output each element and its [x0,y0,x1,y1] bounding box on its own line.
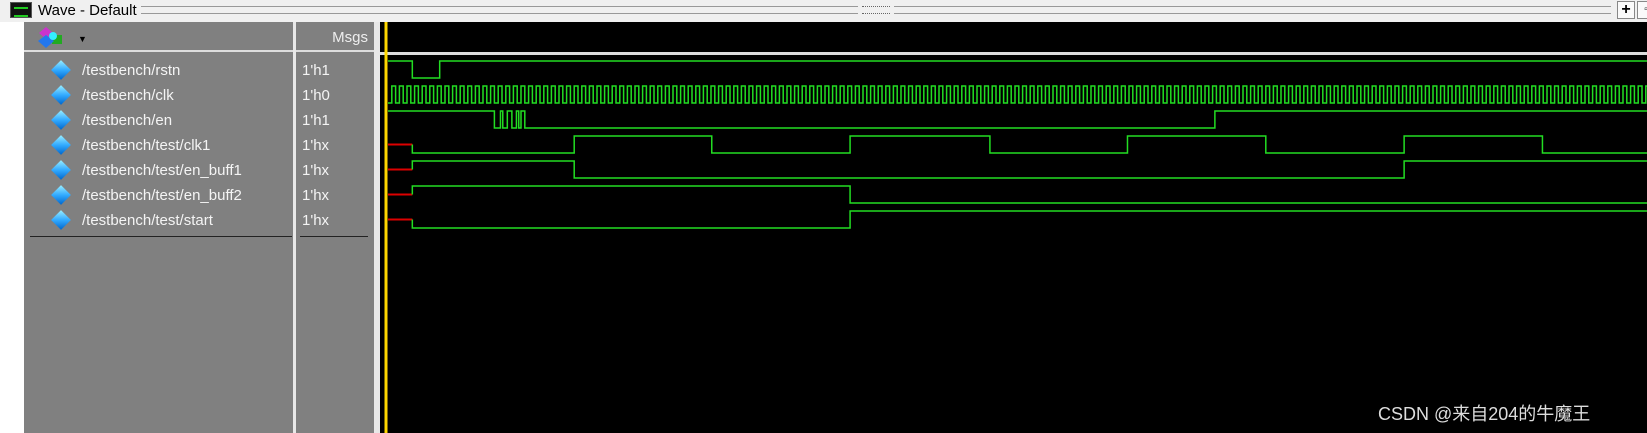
wave-add-icon[interactable] [38,27,64,49]
watermark: CSDN @来自204的牛魔王 [1378,404,1591,424]
waveform-en-buff2 [411,185,1647,204]
signal-value: 1'hx [302,162,330,179]
signal-value: 1'h1 [302,112,330,129]
title-bar: Wave - Default + ▫ [0,0,1647,20]
signal-icon [51,185,71,205]
panel-divider[interactable] [374,22,380,433]
signal-row[interactable]: /testbench/test/clk1 [24,133,293,158]
list-end-marker [300,236,368,237]
signal-name: /testbench/en [82,112,173,129]
signal-names-panel: ▼ /testbench/rstn/testbench/clk/testbenc… [24,22,293,433]
left-gutter [0,22,24,433]
waveform-en [388,110,1647,129]
names-header: ▼ [24,22,293,52]
waveform-start [411,210,1647,229]
signal-icon [51,110,71,130]
wave-header-divider [380,52,1647,55]
add-button[interactable]: + [1617,1,1635,19]
undock-button[interactable]: ▫ [1637,1,1647,19]
title-grip[interactable] [140,6,858,14]
signal-name: /testbench/test/start [82,212,213,229]
dropdown-arrow-icon[interactable]: ▼ [78,34,87,44]
signal-name: /testbench/rstn [82,62,181,79]
waveform-clk [388,85,1647,104]
signal-row[interactable]: /testbench/clk [24,83,293,108]
signal-row[interactable]: /testbench/test/start [24,208,293,233]
values-panel: Msgs 1'h1 1'h0 1'h1 1'hx 1'hx 1'hx 1'hx [296,22,374,433]
signal-value: 1'h1 [302,62,330,79]
signal-icon [51,60,71,80]
waveform-rstn [388,60,1647,79]
title-grip-right[interactable] [893,6,1611,14]
signal-row[interactable]: /testbench/test/en_buff2 [24,183,293,208]
waveform-canvas[interactable] [380,22,1647,433]
signal-name: /testbench/test/en_buff2 [82,187,242,204]
drag-handle[interactable] [861,6,890,14]
waveform-en-buff1 [411,160,1647,179]
signal-icon [51,210,71,230]
signal-name: /testbench/test/en_buff1 [82,162,242,179]
column-divider[interactable] [293,22,296,433]
signal-row[interactable]: /testbench/test/en_buff1 [24,158,293,183]
signal-name: /testbench/clk [82,87,174,104]
signal-value: 1'h0 [302,87,330,104]
signal-icon [51,160,71,180]
list-end-marker [30,236,292,237]
msgs-header: Msgs [296,22,374,52]
wave-window-icon [10,2,32,18]
waveform-panel[interactable] [380,22,1647,433]
signal-name: /testbench/test/clk1 [82,137,211,154]
signal-row[interactable]: /testbench/en [24,108,293,133]
signal-value: 1'hx [302,137,330,154]
signal-value: 1'hx [302,212,330,229]
signal-row[interactable]: /testbench/rstn [24,58,293,83]
signal-value: 1'hx [302,187,330,204]
window-title: Wave - Default [38,1,137,19]
signal-icon [51,135,71,155]
signal-icon [51,85,71,105]
waveform-clk1 [411,135,1647,154]
